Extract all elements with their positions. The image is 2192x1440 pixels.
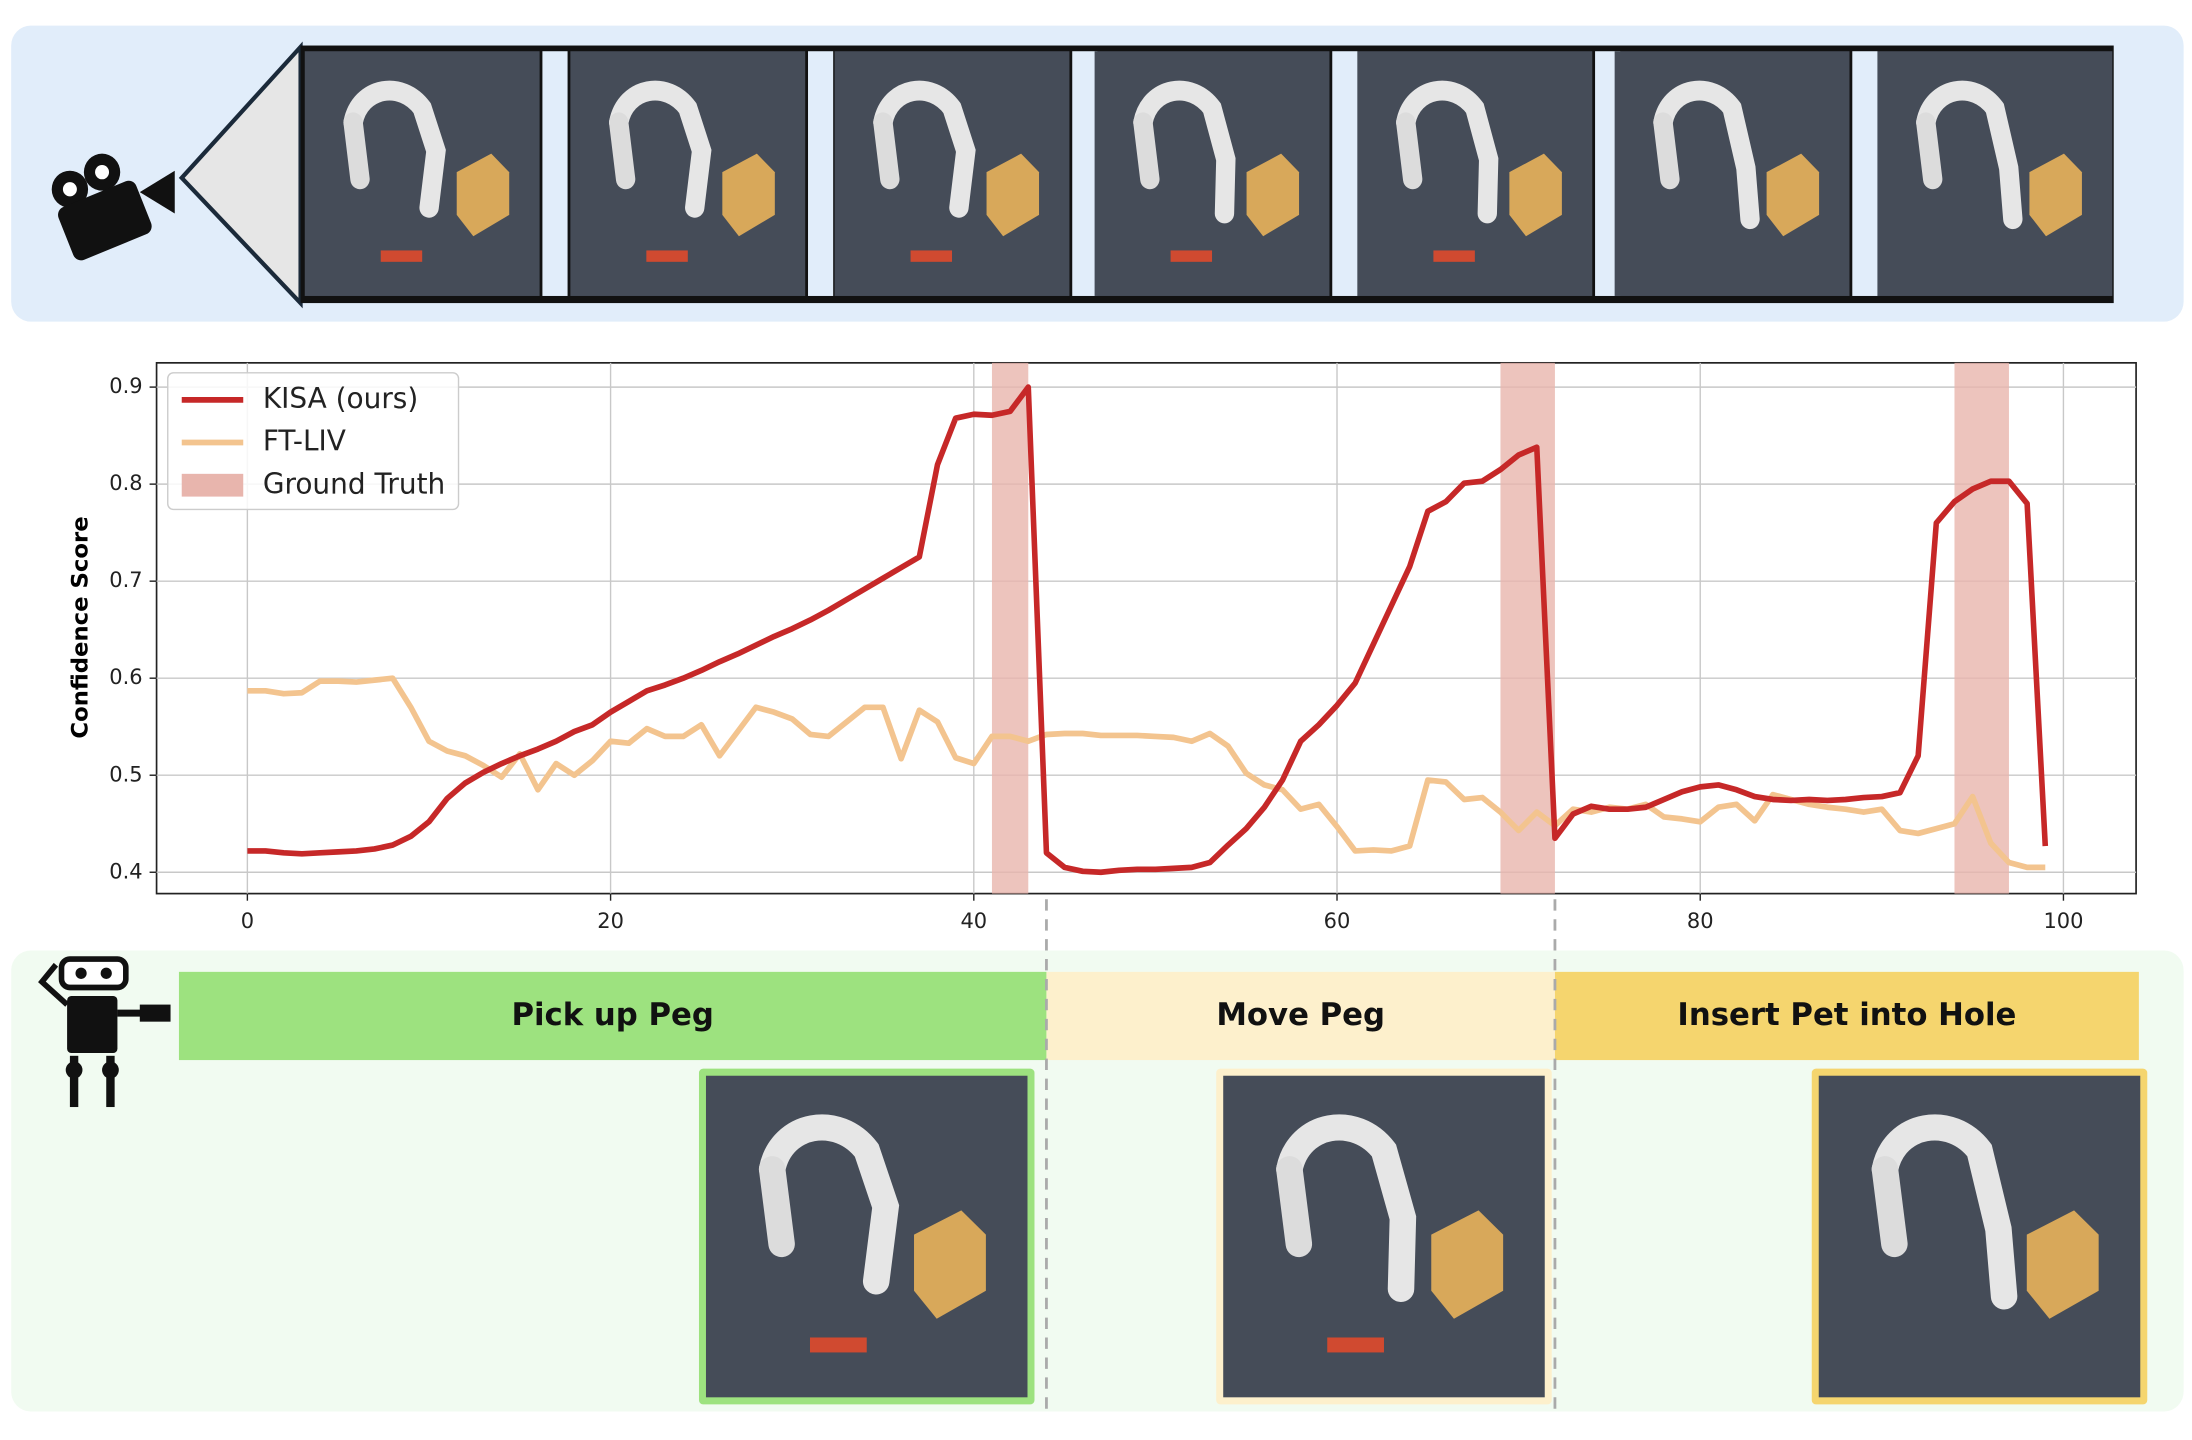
ground-truth-band [991,362,1029,894]
legend-label: FT-LIV [263,424,347,457]
robot-base [1916,112,1943,190]
robot-scene [758,1114,986,1353]
stage-segment [178,971,1047,1061]
legend-label: Ground Truth [263,467,445,500]
robot-base [1396,112,1423,190]
stage-label: Move Peg [1216,997,1385,1033]
robot-scene [609,80,775,262]
peg [1433,250,1475,262]
frame-gap [542,51,568,296]
cube [1509,153,1562,237]
robot-arm [1916,80,2023,230]
robot-base [609,112,636,190]
robot-base [1133,112,1160,190]
x-tick-label: 100 [2043,908,2083,933]
y-tick-label: 0.9 [109,373,142,398]
y-tick-label: 0.6 [109,664,142,689]
robot-base [1276,1156,1313,1258]
x-tick-label: 60 [1324,908,1351,933]
peg [1327,1337,1384,1353]
x-tick-label: 0 [241,908,254,933]
y-tick-label: 0.7 [109,567,142,592]
robot-scene [1916,80,2082,237]
robot-arm [1396,80,1499,224]
robot-scene [1133,80,1300,262]
legend-label: KISA (ours) [263,382,418,415]
cube [1766,153,1820,237]
robot-arm [758,1114,900,1295]
frame-gap [2115,51,2141,296]
stage-segment [1554,971,2139,1061]
cube [456,153,510,237]
robot-scene [1396,80,1562,262]
peg [1170,250,1213,262]
peg [809,1337,867,1353]
y-tick-label: 0.8 [109,470,142,495]
cube [1246,153,1300,237]
cube [914,1210,986,1319]
robot-arm [1133,80,1236,224]
cube [2029,153,2082,237]
cube [2026,1210,2099,1319]
robot-scene [1871,1114,2099,1319]
film-frames [304,51,2141,296]
x-tick-label: 20 [597,908,624,933]
robot-scene [343,80,510,262]
robot-base [1871,1156,1908,1258]
frame-gap [808,51,834,296]
robot-base [873,112,900,190]
x-tick-label: 40 [960,908,987,933]
frame-gap [1072,51,1098,296]
robot-base [1653,112,1680,190]
y-axis-label: Confidence Score [68,516,94,738]
robot-icon [38,956,171,1108]
robot-scene [1276,1114,1504,1353]
cube [986,153,1040,237]
stage-bar: Pick up Peg Move Peg Insert Pet into Hole [178,899,2148,1412]
robot-arm [609,80,712,218]
robot-arm [1871,1114,2018,1310]
camera-icon [51,153,175,261]
robot-base [758,1156,795,1258]
x-tick-label: 80 [1687,908,1714,933]
y-tick-label: 0.4 [109,858,142,883]
plot: 0.4 0.5 0.6 0.7 0.8 0.9 0 20 40 60 80 100 KISA (ours… [109,362,2137,933]
series-line [247,384,2049,876]
stage-label: Insert Pet into Hole [1677,997,2016,1033]
series-line [247,675,2046,871]
stage-panel [11,950,2184,1412]
robot-arm [1653,80,1760,230]
stage-segment [1046,971,1555,1061]
peg [910,250,953,262]
legend-swatch [181,473,244,497]
robot-scene [873,80,1040,262]
frame-gap [1852,51,1878,296]
robot-base [343,112,370,190]
y-tick-label: 0.5 [109,761,142,786]
cube [722,153,775,237]
frame-gap [1332,51,1358,296]
robot-scene [1653,80,1820,237]
robot-arm [343,80,446,218]
cube [1431,1210,1504,1319]
peg [646,250,688,262]
peg [380,250,423,262]
robot-arm [1276,1114,1417,1302]
stage-label: Pick up Peg [511,997,713,1033]
robot-arm [873,80,976,218]
